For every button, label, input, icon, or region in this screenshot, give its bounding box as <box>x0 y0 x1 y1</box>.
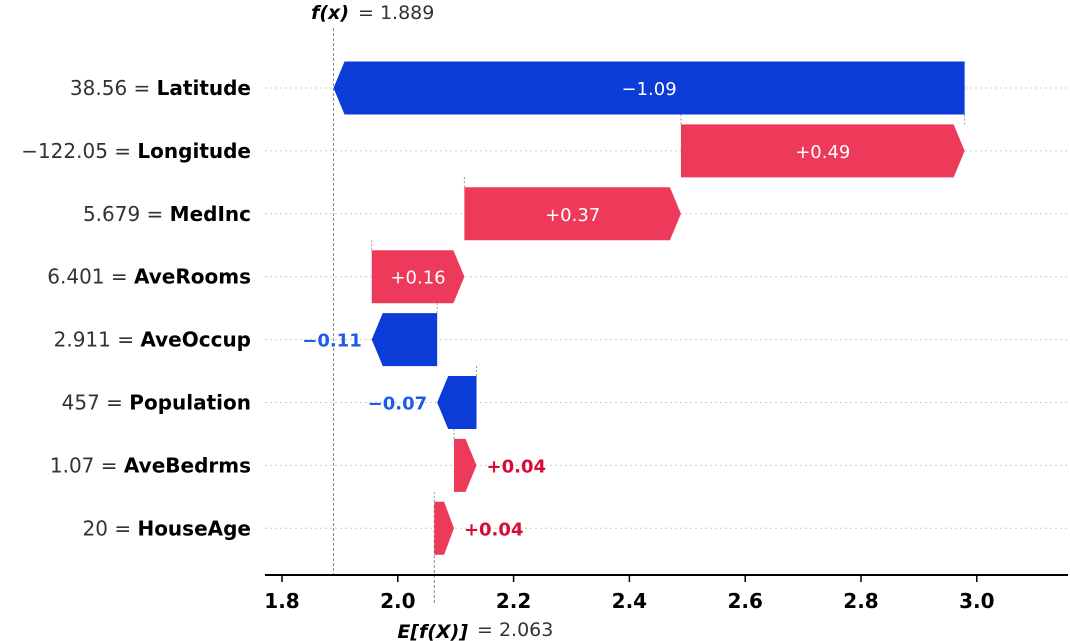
x-tick-label: 1.8 <box>264 589 299 613</box>
bar-population <box>437 376 477 429</box>
bar-avebedrms <box>453 438 477 492</box>
bar-aveoccup <box>371 313 438 367</box>
feature-label-medinc: 5.679 = MedInc <box>83 202 251 226</box>
bars <box>333 61 965 555</box>
x-tick-label: 2.6 <box>727 589 762 613</box>
feature-name: Latitude <box>157 76 251 100</box>
x-tick-label: 2.8 <box>843 589 878 613</box>
feature-label-latitude: 38.56 = Latitude <box>70 76 251 100</box>
x-tick-label: 3.0 <box>959 589 994 613</box>
x-tick-label: 2.2 <box>496 589 531 613</box>
feature-name: HouseAge <box>137 516 251 540</box>
base-label: E[f(X)] <box>397 621 468 641</box>
base-value: = 2.063 <box>477 619 553 641</box>
bar-value-label: +0.04 <box>487 456 547 477</box>
x-tick-label: 2.0 <box>380 589 415 613</box>
bar-value-label: +0.37 <box>545 205 600 226</box>
bar-averooms <box>371 250 465 304</box>
feature-name: MedInc <box>170 202 251 226</box>
feature-label-aveoccup: 2.911 = AveOccup <box>54 328 251 352</box>
feature-labels: 38.56 = Latitude −1.09 −122.05 = Longitude… <box>21 76 850 540</box>
bar-value-label: +0.16 <box>390 268 445 289</box>
feature-label-longitude: −122.05 = Longitude <box>21 139 251 163</box>
bar-houseage <box>434 501 454 555</box>
feature-label-houseage: 20 = HouseAge <box>83 516 251 540</box>
feature-name: Longitude <box>137 139 251 163</box>
x-tick-label: 2.4 <box>612 589 647 613</box>
bar-longitude <box>680 124 965 178</box>
output-label: f(x) <box>311 2 349 24</box>
base-value-number: 2.063 <box>499 619 553 641</box>
output-value: = 1.889 <box>358 2 434 24</box>
bar-medinc <box>464 187 681 241</box>
x-axis: 1.8 2.0 2.2 2.4 2.6 2.8 3.0 <box>264 574 1068 613</box>
feature-label-population: 457 = Population <box>62 391 251 415</box>
bar-value-label: −1.09 <box>622 79 677 100</box>
feature-name: Population <box>129 391 251 415</box>
annotations: f(x) = 1.889 E[f(X)] = 2.063 <box>311 2 553 641</box>
bar-value-label: −0.07 <box>368 394 428 415</box>
bar-value-label: +0.49 <box>795 142 850 163</box>
feature-name: AveRooms <box>134 265 251 289</box>
bar-latitude <box>333 61 965 115</box>
bar-value-label: +0.04 <box>464 519 524 540</box>
feature-name: AveOccup <box>140 328 251 352</box>
output-value-number: 1.889 <box>380 2 434 24</box>
bar-value-label: −0.11 <box>302 331 362 352</box>
feature-name: AveBedrms <box>124 453 251 477</box>
feature-label-averooms: 6.401 = AveRooms <box>47 265 251 289</box>
feature-label-avebedrms: 1.07 = AveBedrms <box>50 453 251 477</box>
